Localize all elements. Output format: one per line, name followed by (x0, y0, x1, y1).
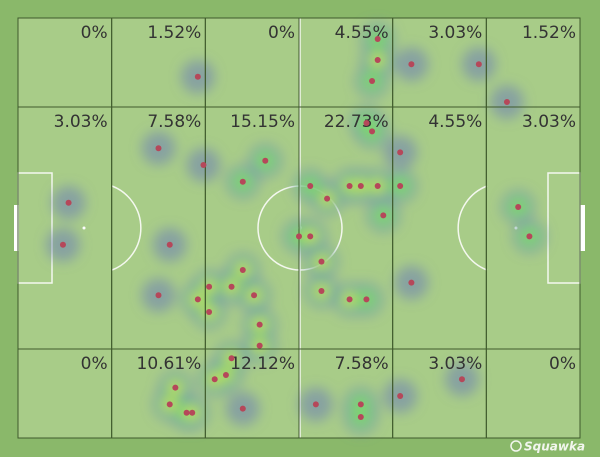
point (262, 157, 269, 164)
zone-label: 3.03% (522, 112, 576, 132)
point (206, 283, 213, 290)
zone-label: 12.12% (230, 354, 295, 374)
point (307, 233, 314, 240)
zone-label: 4.55% (428, 112, 482, 132)
point (183, 409, 190, 416)
point (251, 292, 258, 299)
watermark-text: Squawka (524, 440, 585, 454)
point (397, 183, 404, 189)
point (374, 183, 381, 189)
point (458, 376, 465, 383)
zone-label: 0% (81, 354, 108, 374)
zone-label: 0% (549, 354, 576, 374)
point (65, 199, 72, 206)
point (194, 296, 201, 303)
zone-label: 3.03% (428, 23, 482, 43)
point (296, 233, 302, 240)
point (357, 183, 364, 189)
point (374, 36, 381, 42)
zone-label: 3.03% (428, 354, 482, 374)
point (408, 279, 415, 286)
zone-label: 1.52% (147, 23, 201, 43)
point (312, 401, 319, 408)
point (363, 296, 370, 303)
point (239, 178, 246, 185)
point (59, 241, 66, 248)
point (346, 296, 353, 303)
zone (485, 348, 581, 439)
point (256, 321, 263, 328)
point (239, 405, 246, 412)
point (194, 73, 201, 80)
zone-label: 3.03% (54, 112, 108, 132)
point (397, 149, 404, 156)
point (318, 288, 325, 294)
zone-label: 10.61% (137, 354, 202, 374)
points (59, 36, 533, 420)
point (374, 57, 381, 63)
point (475, 61, 482, 68)
zone-label: 7.58% (147, 112, 201, 132)
zone-label: 15.15% (230, 112, 295, 132)
zone-label: 0% (81, 23, 108, 43)
zones: 0% 1.52% 0% 4.55% 3.03% 1.52% 3.03% 7.58% 15.15%… (17, 17, 581, 439)
zone-label: 22.73% (324, 112, 389, 132)
point (222, 372, 229, 378)
point (363, 120, 370, 126)
point (369, 78, 376, 84)
zone-label: 0% (268, 23, 295, 43)
point (380, 212, 387, 219)
point (206, 309, 213, 315)
zone-label: 7.58% (335, 354, 389, 374)
point (515, 204, 522, 210)
point (228, 355, 235, 362)
zone-label: 1.52% (522, 23, 576, 43)
point (155, 145, 162, 152)
point (172, 384, 179, 391)
point (346, 183, 353, 189)
point (189, 409, 196, 416)
point (318, 258, 325, 265)
point (200, 162, 207, 168)
watermark: Squawka (510, 440, 585, 454)
point (166, 401, 173, 408)
point (369, 128, 376, 135)
point (228, 283, 235, 290)
point (211, 376, 218, 383)
point (256, 342, 263, 349)
point (307, 183, 314, 189)
point (155, 292, 162, 299)
point (397, 393, 404, 399)
point (324, 195, 331, 202)
point (357, 414, 364, 420)
zone-label: 4.55% (335, 23, 389, 43)
point (526, 233, 533, 240)
point (239, 267, 246, 273)
point (408, 61, 415, 68)
point (503, 99, 510, 105)
point (357, 401, 364, 408)
point (166, 241, 173, 248)
